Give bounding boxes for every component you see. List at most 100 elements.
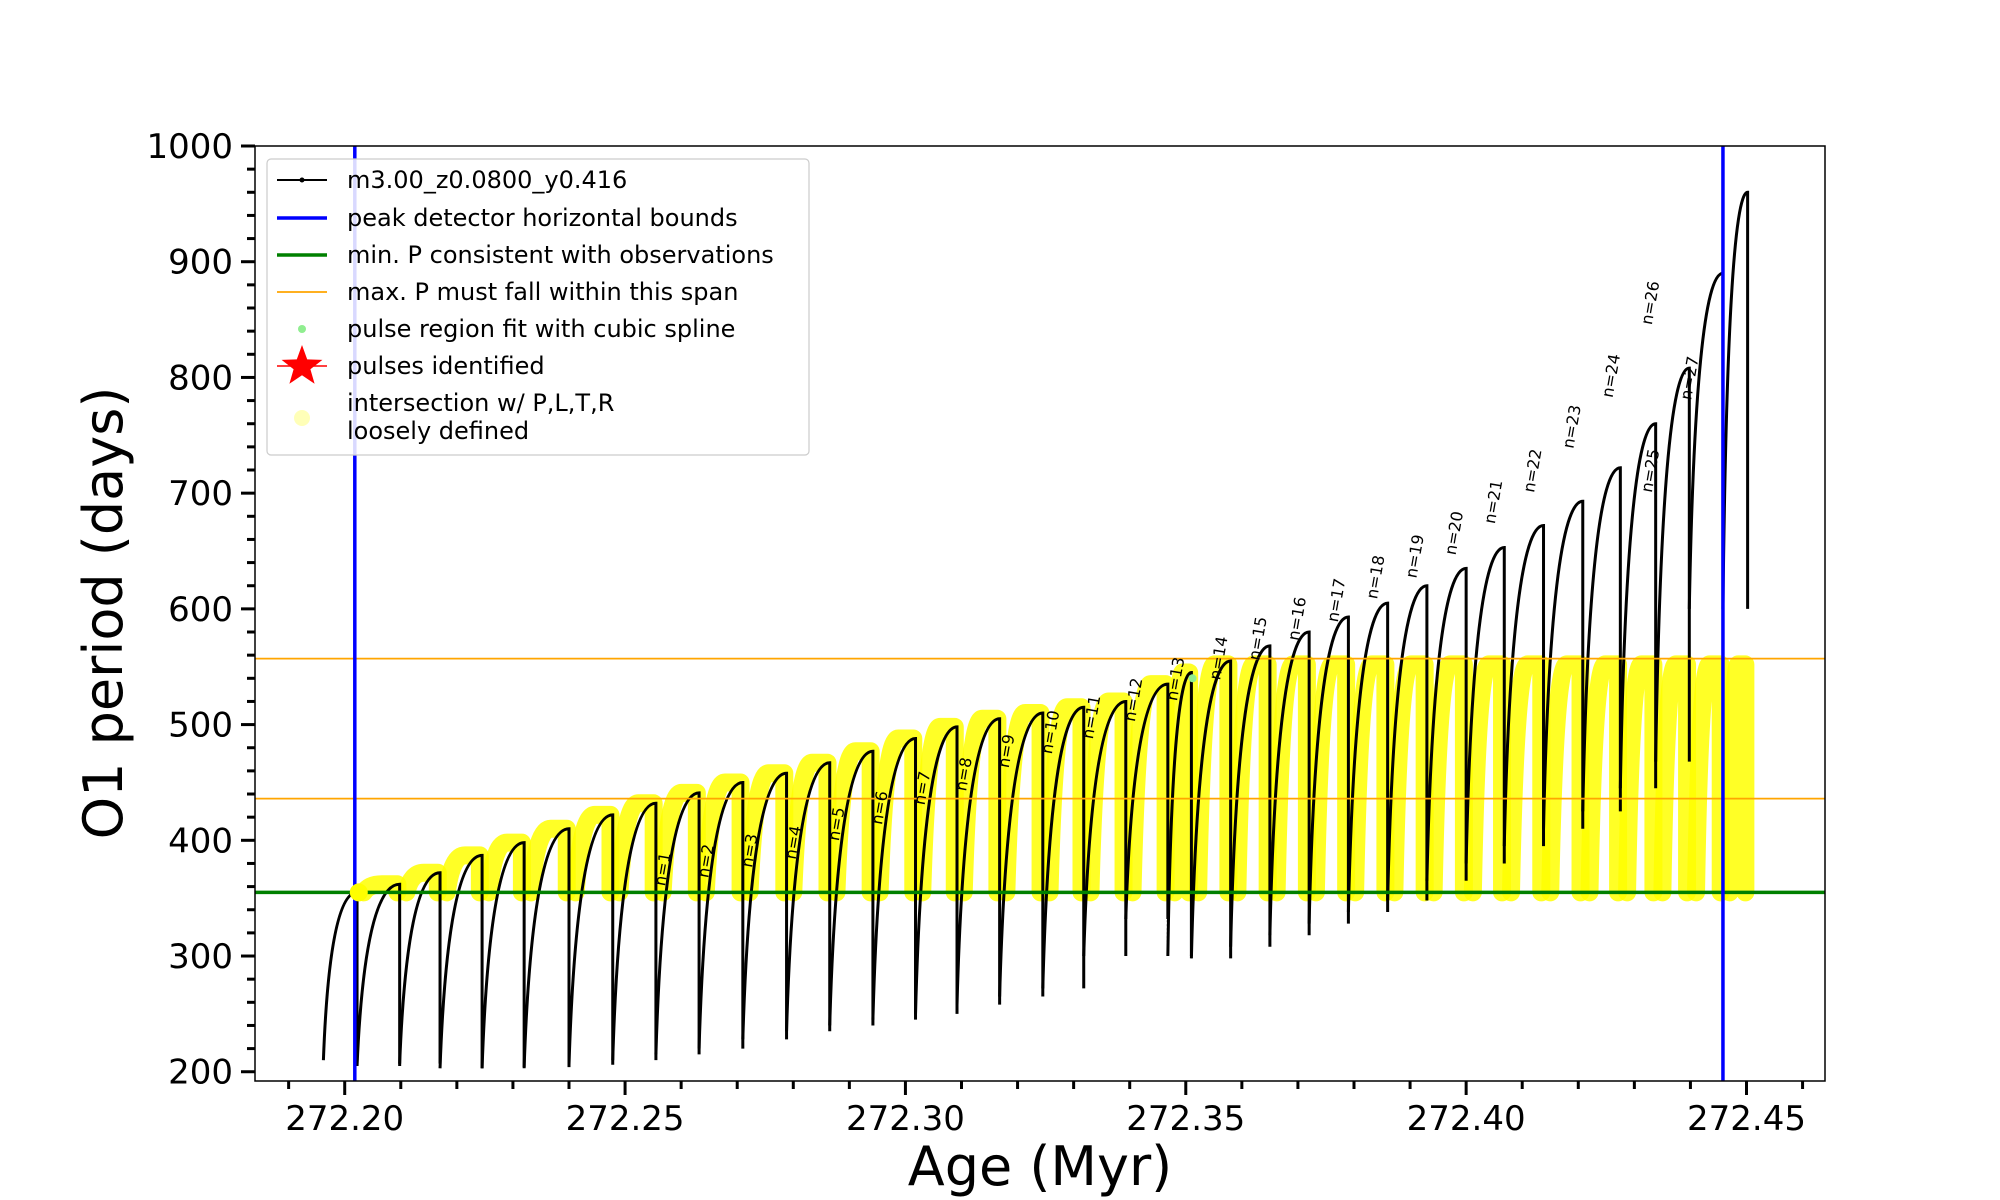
intersection-region-34 xyxy=(1653,655,1697,902)
model-pulse-35 xyxy=(1687,271,1725,609)
model-pulse-4 xyxy=(438,853,484,1069)
intersection-region-27 xyxy=(1385,655,1434,902)
model-pulse-11 xyxy=(741,771,789,1040)
model-pulse-25 xyxy=(1307,615,1350,924)
model-pulse-22 xyxy=(1189,659,1233,959)
model-pulse-17 xyxy=(998,711,1045,997)
model-pulse-8 xyxy=(611,801,658,1061)
intersection-region-36 xyxy=(1720,655,1755,902)
legend-label-pulses: pulses identified xyxy=(347,352,545,380)
model-pulse-7 xyxy=(567,813,615,1065)
intersection-region-10 xyxy=(696,773,750,902)
y-axis: 200 300 400 500 600 700 800 900 1000 xyxy=(146,127,255,1093)
model-pulse-29 xyxy=(1464,546,1506,864)
pulse-label-18: n=18 xyxy=(1362,554,1388,601)
intersection-region-28 xyxy=(1424,655,1473,902)
model-pulse-33 xyxy=(1618,422,1658,789)
model-pulse-16 xyxy=(955,717,1002,1005)
legend-label-max-period: max. P must fall within this span xyxy=(347,278,738,306)
model-pulse-32 xyxy=(1581,466,1622,812)
model-pulse-6 xyxy=(522,827,571,1068)
model-pulse-14 xyxy=(871,736,918,1020)
intersection-region-8 xyxy=(610,794,663,902)
model-pulse-15 xyxy=(914,725,959,1014)
legend: m3.00_z0.0800_y0.416 peak detector horiz… xyxy=(266,158,810,456)
intersection-region-19 xyxy=(1081,692,1133,902)
model-pulse-26 xyxy=(1346,601,1390,913)
horizontal-lines xyxy=(255,657,1825,895)
model-pulse-24 xyxy=(1268,630,1311,936)
model-pulse-3 xyxy=(398,871,442,1064)
legend-lightgreen-dot-icon xyxy=(298,325,306,333)
legend-label-loosely-defined: loosely defined xyxy=(347,417,529,445)
model-pulse-10 xyxy=(697,780,745,1049)
intersection-region-20 xyxy=(1123,675,1175,902)
model-pulse-12 xyxy=(785,761,832,1032)
spline-point xyxy=(1188,674,1197,683)
intersection-region-6 xyxy=(521,819,576,902)
y-tick-label-3: 400 xyxy=(168,821,233,861)
intersection-region-26 xyxy=(1346,655,1395,902)
legend-box xyxy=(266,158,810,456)
y-tick-label-2: 300 xyxy=(168,937,233,977)
pulse-label-24: n=24 xyxy=(1598,352,1624,399)
y-tick-label-9: 1000 xyxy=(146,127,233,167)
intersection-region-30 xyxy=(1502,655,1551,902)
legend-label-intersection: intersection w/ P,L,T,R xyxy=(347,389,614,417)
model-pulse-31 xyxy=(1542,499,1585,829)
pulse-label-20: n=20 xyxy=(1441,510,1467,557)
model-pulse-13 xyxy=(828,749,875,1026)
intersection-region-4 xyxy=(437,846,489,902)
model-pulse-1 xyxy=(321,890,359,1061)
legend-yellow-dot-icon xyxy=(294,410,310,426)
intersection-region-22 xyxy=(1189,655,1238,902)
y-tick-label-4: 500 xyxy=(168,706,233,746)
legend-model-dot-icon xyxy=(299,177,305,183)
model-pulse-23 xyxy=(1229,644,1272,947)
intersection-region-12 xyxy=(784,753,837,902)
intersection-region-13 xyxy=(827,742,880,902)
legend-label-model: m3.00_z0.0800_y0.416 xyxy=(347,166,627,194)
intersection-region-11 xyxy=(740,764,794,902)
x-axis: 272.20 272.25 272.30 272.35 272.40 272.45 xyxy=(285,1081,1806,1139)
legend-label-min-period: min. P consistent with observations xyxy=(347,241,774,269)
model-curve xyxy=(321,190,1750,1069)
plot-frame xyxy=(254,145,1826,1082)
legend-red-star-icon xyxy=(281,345,323,384)
x-tick-label-1: 272.20 xyxy=(285,1099,404,1139)
model-pulse-36 xyxy=(1721,190,1750,609)
intersection-region-31 xyxy=(1541,655,1590,902)
legend-label-spline: pulse region fit with cubic spline xyxy=(347,315,735,343)
model-pulse-2 xyxy=(355,882,402,1067)
intersection-region-29 xyxy=(1463,655,1512,902)
intersection-region-21 xyxy=(1165,663,1199,902)
intersection-region-32 xyxy=(1580,655,1628,902)
intersection-region-7 xyxy=(566,805,620,902)
intersection-region-23 xyxy=(1228,655,1277,902)
model-pulse-21 xyxy=(1166,671,1193,957)
y-axis-title: O1 period (days) xyxy=(72,387,135,840)
y-tick-label-6: 700 xyxy=(168,474,233,514)
pulse-label-26: n=26 xyxy=(1637,280,1663,327)
y-tick-label-8: 900 xyxy=(168,243,233,283)
intersection-region-9 xyxy=(653,783,706,902)
intersection-region-25 xyxy=(1306,655,1356,902)
y-tick-label-5: 600 xyxy=(168,590,233,630)
model-pulse-28 xyxy=(1425,566,1468,881)
legend-label-peak-bounds: peak detector horizontal bounds xyxy=(347,204,738,232)
pulse-label-16: n=16 xyxy=(1284,595,1310,642)
intersection-region-5 xyxy=(479,833,531,902)
model-pulse-9 xyxy=(654,791,701,1055)
pulse-label-19: n=19 xyxy=(1401,533,1427,580)
model-pulse-20 xyxy=(1124,682,1170,920)
model-pulse-30 xyxy=(1502,524,1546,847)
intersection-region-33 xyxy=(1618,655,1663,902)
pulse-label-23: n=23 xyxy=(1558,403,1584,450)
intersection-points xyxy=(354,655,1755,902)
x-tick-label-5: 272.40 xyxy=(1407,1099,1526,1139)
intersection-region-24 xyxy=(1267,655,1316,902)
y-tick-label-7: 800 xyxy=(168,358,233,398)
x-axis-title: Age (Myr) xyxy=(908,1135,1173,1198)
intersection-start-dot xyxy=(349,883,368,902)
